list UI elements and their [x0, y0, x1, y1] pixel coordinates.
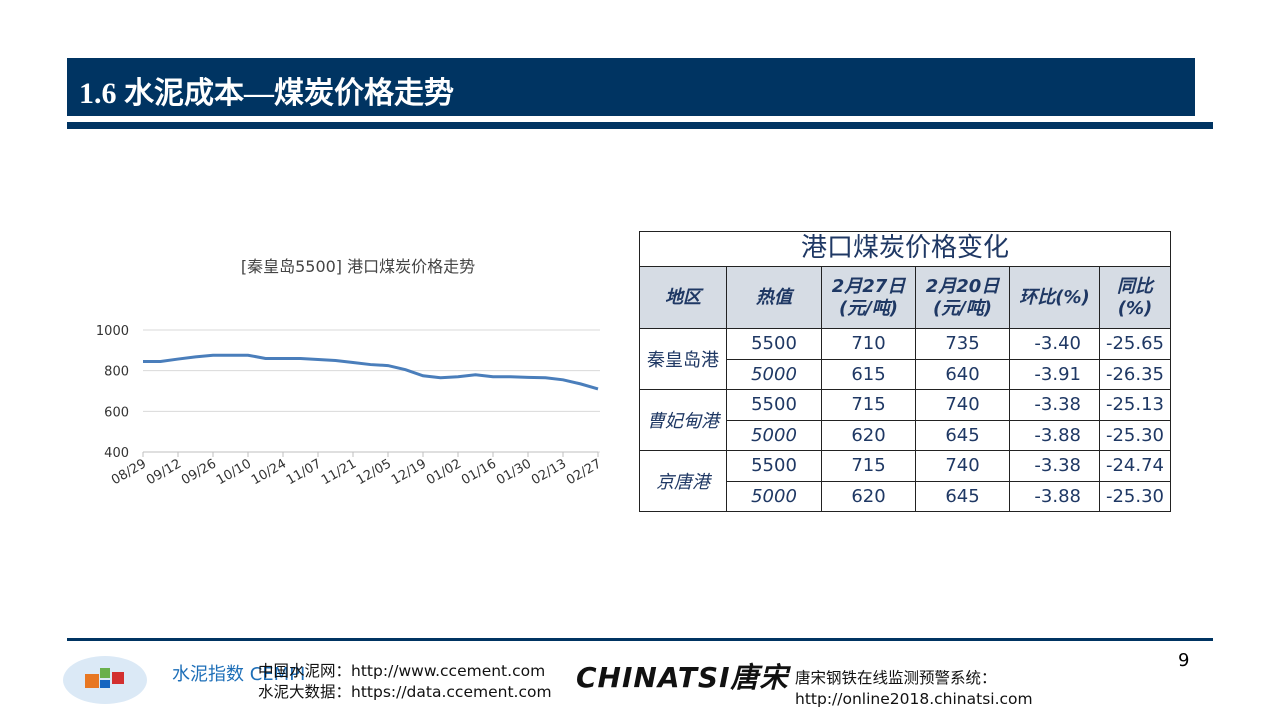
table-cell: 5000	[726, 480, 822, 512]
table-cell: -25.13	[1099, 389, 1171, 421]
x-tick-label: 10/10	[214, 456, 254, 488]
col-heat: 热值	[726, 266, 822, 329]
page-title: 1.6 水泥成本—煤炭价格走势	[79, 77, 454, 110]
col-feb20-unit: (元/吨)	[932, 297, 993, 319]
ccement-link[interactable]: 中国水泥网：http://www.ccement.com	[258, 662, 546, 680]
table-cell: 645	[915, 480, 1010, 512]
table-cell: -3.88	[1009, 419, 1100, 451]
table-cell: -26.35	[1099, 358, 1171, 390]
chinatsi-label: 唐宋钢铁在线监测预警系统：	[795, 669, 997, 687]
col-wow: 环比(%)	[1009, 266, 1100, 329]
table-row: 5000 620 645 -3.88 -25.30	[640, 480, 1171, 512]
table-cell: 645	[915, 419, 1010, 451]
port-coal-price-table: 港口煤炭价格变化 地区 热值 2月27日 (元/吨) 2月20日 (元/吨) 环比(…	[639, 231, 1171, 512]
table-cell: -3.38	[1009, 389, 1100, 421]
x-tick-label: 01/30	[494, 456, 534, 488]
table-cell: 620	[821, 419, 916, 451]
table-row: 秦皇岛港 5500 710 735 -3.40 -25.65	[639, 328, 1171, 390]
table-cell: 5000	[726, 358, 822, 390]
table-cell: 5000	[726, 419, 822, 451]
cempi-logo: 水泥指数 CEMPI	[172, 664, 306, 685]
x-tick-label: 11/21	[319, 456, 359, 488]
col-feb27: 2月27日 (元/吨)	[821, 266, 916, 329]
table-cell: 740	[915, 450, 1010, 482]
table-cell: 5500	[726, 389, 822, 421]
table-cell: -25.30	[1099, 419, 1171, 451]
x-tick-label: 11/07	[284, 456, 324, 488]
x-tick-label: 12/19	[389, 456, 429, 488]
table-cell: -3.38	[1009, 450, 1100, 482]
col-region: 地区	[639, 266, 727, 329]
table-cell: 740	[915, 389, 1010, 421]
x-tick-label: 09/26	[179, 456, 219, 488]
footer-divider	[67, 638, 1213, 641]
ccement-links: 中国水泥网：http://www.ccement.com 水泥大数据：https…	[258, 661, 552, 703]
table-cell: 640	[915, 358, 1010, 390]
col-feb20: 2月20日 (元/吨)	[915, 266, 1010, 329]
x-tick-label: 09/12	[144, 456, 184, 488]
region-cell: 京唐港	[639, 450, 727, 512]
region-cell: 曹妃甸港	[639, 389, 727, 451]
table-cell: -3.91	[1009, 358, 1100, 390]
table-cell: -25.65	[1099, 328, 1171, 360]
table-cell: 710	[821, 328, 916, 360]
table-cell: -25.30	[1099, 480, 1171, 512]
table-cell: 735	[915, 328, 1010, 360]
ccement-logo	[63, 656, 147, 704]
x-tick-label: 10/24	[249, 456, 289, 488]
title-bar: 1.6 水泥成本—煤炭价格走势	[67, 58, 1195, 116]
x-tick-label: 01/02	[424, 456, 464, 488]
x-tick-label: 02/13	[529, 456, 569, 488]
table-title: 港口煤炭价格变化	[639, 231, 1171, 267]
series-line	[143, 353, 599, 391]
table-cell: 5500	[726, 328, 822, 360]
divider	[67, 122, 1213, 129]
table-cell: 715	[821, 450, 916, 482]
region-cell: 秦皇岛港	[639, 328, 727, 390]
page-number: 9	[1178, 650, 1190, 671]
col-feb27-date: 2月27日	[831, 275, 906, 297]
y-tick-label: 400	[104, 446, 129, 461]
chinatsi-logo: CHINATSI唐宋	[576, 661, 789, 694]
table-cell: 615	[821, 358, 916, 390]
col-feb27-unit: (元/吨)	[838, 297, 899, 319]
y-tick-label: 1000	[96, 324, 129, 339]
x-tick-label: 01/16	[459, 456, 499, 488]
table-row: 京唐港 5500 715 740 -3.38 -24.74	[639, 450, 1171, 512]
table-row: 5000 620 645 -3.88 -25.30	[640, 419, 1171, 451]
y-tick-label: 600	[104, 405, 129, 420]
table-cell: -24.74	[1099, 450, 1171, 482]
data-link[interactable]: 水泥大数据：https://data.ccement.com	[258, 683, 552, 701]
x-tick-label: 12/05	[354, 456, 394, 488]
table-cell: 5500	[726, 450, 822, 482]
y-tick-label: 800	[104, 365, 129, 380]
chart-title: [秦皇岛5500] 港口煤炭价格走势	[241, 257, 475, 276]
chinatsi-link[interactable]: http://online2018.chinatsi.com	[795, 690, 1033, 708]
coal-price-chart: [秦皇岛5500] 港口煤炭价格走势 400600800100008/2909/…	[96, 257, 604, 488]
table-row: 曹妃甸港 5500 715 740 -3.38 -25.13	[639, 389, 1171, 451]
col-yoy: 同比(%)	[1099, 266, 1171, 329]
table-cell: 620	[821, 480, 916, 512]
table-cell: 715	[821, 389, 916, 421]
chinatsi-info: 唐宋钢铁在线监测预警系统： http://online2018.chinatsi…	[795, 668, 1033, 710]
x-tick-label: 02/27	[564, 456, 604, 488]
table-cell: -3.88	[1009, 480, 1100, 512]
x-tick-label: 08/29	[109, 456, 149, 488]
table-cell: -3.40	[1009, 328, 1100, 360]
col-feb20-date: 2月20日	[925, 275, 1000, 297]
